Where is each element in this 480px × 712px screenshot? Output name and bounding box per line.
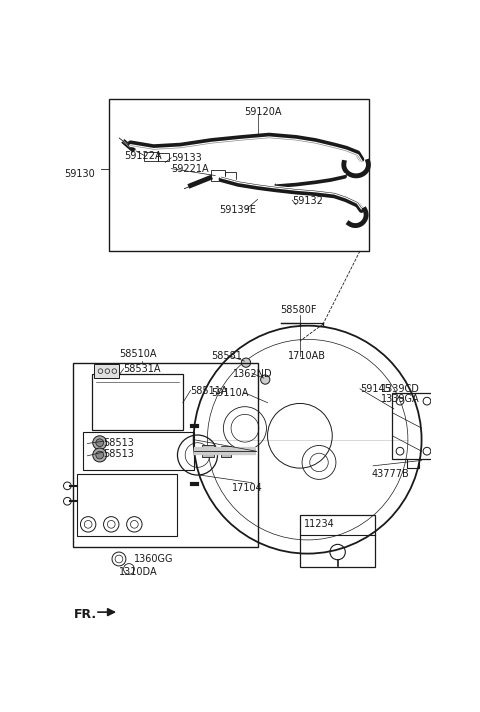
Bar xyxy=(392,394,435,459)
Circle shape xyxy=(241,358,251,367)
Circle shape xyxy=(96,451,104,459)
Text: 59145: 59145 xyxy=(360,384,391,394)
Text: 17104: 17104 xyxy=(232,483,263,493)
Bar xyxy=(92,375,183,429)
Circle shape xyxy=(96,439,104,446)
Bar xyxy=(211,170,225,181)
Text: 59110A: 59110A xyxy=(211,388,249,398)
Text: 1339GA: 1339GA xyxy=(381,394,420,404)
Text: 1710AB: 1710AB xyxy=(288,351,326,361)
Text: 11234: 11234 xyxy=(304,519,335,529)
Text: 1362ND: 1362ND xyxy=(233,369,273,379)
Text: 58513: 58513 xyxy=(104,449,134,459)
Text: 58580F: 58580F xyxy=(281,305,317,315)
Text: 58581: 58581 xyxy=(211,351,242,361)
Bar xyxy=(158,153,169,161)
Bar xyxy=(77,474,177,536)
Text: 1360GG: 1360GG xyxy=(134,554,174,564)
Circle shape xyxy=(93,448,107,462)
Bar xyxy=(202,445,214,457)
Text: 58510A: 58510A xyxy=(119,349,156,359)
Text: 59132: 59132 xyxy=(292,196,323,206)
Bar xyxy=(221,446,230,456)
Bar xyxy=(225,172,236,181)
Bar xyxy=(109,99,369,251)
Text: FR.: FR. xyxy=(73,607,96,620)
Text: 58511A: 58511A xyxy=(191,386,228,396)
Text: 1310DA: 1310DA xyxy=(119,567,157,577)
Text: 1339CD: 1339CD xyxy=(381,384,420,394)
Bar xyxy=(83,432,194,471)
Text: 58531A: 58531A xyxy=(123,364,161,375)
Circle shape xyxy=(93,436,107,450)
Bar xyxy=(300,515,375,567)
Text: 59120A: 59120A xyxy=(244,107,282,117)
Text: 59122A: 59122A xyxy=(124,151,162,161)
Text: 59139E: 59139E xyxy=(219,205,256,215)
Circle shape xyxy=(261,375,270,384)
Text: 43777B: 43777B xyxy=(372,469,409,479)
Text: 59130: 59130 xyxy=(64,169,95,179)
Bar xyxy=(94,364,119,378)
Bar xyxy=(73,362,258,548)
Text: 58513: 58513 xyxy=(104,438,134,448)
Bar xyxy=(144,152,158,161)
Text: 59221A: 59221A xyxy=(171,164,209,174)
Text: 59133: 59133 xyxy=(171,153,202,163)
